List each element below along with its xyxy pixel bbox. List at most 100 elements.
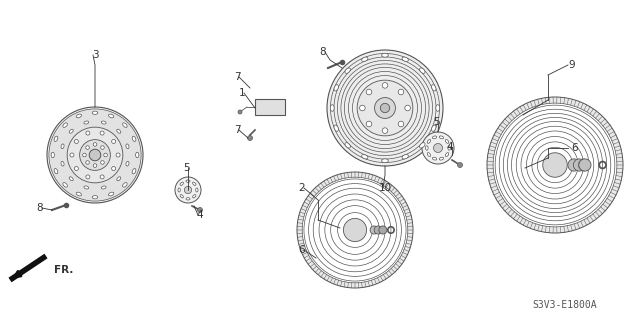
- Circle shape: [568, 159, 580, 171]
- Text: 5: 5: [434, 117, 440, 127]
- Circle shape: [327, 50, 443, 166]
- Ellipse shape: [426, 146, 428, 150]
- Circle shape: [543, 153, 567, 177]
- Ellipse shape: [345, 68, 350, 73]
- Circle shape: [111, 139, 116, 144]
- Ellipse shape: [186, 180, 190, 182]
- Ellipse shape: [92, 196, 98, 199]
- Text: 8: 8: [320, 47, 326, 57]
- Circle shape: [49, 109, 141, 201]
- Circle shape: [366, 121, 372, 127]
- Ellipse shape: [362, 57, 368, 62]
- Ellipse shape: [186, 198, 190, 200]
- Ellipse shape: [433, 157, 436, 160]
- Circle shape: [104, 153, 108, 157]
- Ellipse shape: [436, 105, 440, 111]
- Circle shape: [302, 177, 408, 283]
- Circle shape: [458, 162, 463, 167]
- Ellipse shape: [84, 121, 89, 124]
- Ellipse shape: [61, 144, 64, 149]
- Ellipse shape: [54, 136, 58, 141]
- Text: 6: 6: [572, 143, 579, 153]
- Ellipse shape: [402, 57, 408, 62]
- Circle shape: [100, 175, 104, 179]
- Circle shape: [184, 186, 191, 194]
- Circle shape: [374, 226, 382, 234]
- Text: 5: 5: [182, 163, 189, 173]
- Circle shape: [374, 98, 396, 118]
- Circle shape: [175, 177, 201, 203]
- Text: S3V3-E1800A: S3V3-E1800A: [532, 300, 597, 310]
- Ellipse shape: [420, 68, 425, 73]
- Ellipse shape: [126, 144, 129, 149]
- Circle shape: [578, 159, 589, 171]
- Circle shape: [79, 140, 110, 170]
- Ellipse shape: [193, 182, 196, 185]
- Circle shape: [116, 153, 120, 157]
- Ellipse shape: [109, 192, 114, 196]
- Circle shape: [47, 107, 143, 203]
- Text: 6: 6: [299, 245, 305, 255]
- Ellipse shape: [123, 182, 127, 187]
- Circle shape: [74, 167, 78, 171]
- Ellipse shape: [63, 123, 67, 127]
- Circle shape: [357, 80, 413, 136]
- Ellipse shape: [76, 114, 81, 118]
- Ellipse shape: [445, 153, 449, 157]
- Circle shape: [86, 131, 90, 135]
- Text: 4: 4: [447, 142, 453, 152]
- Ellipse shape: [428, 139, 431, 143]
- Circle shape: [382, 83, 388, 88]
- Text: 4: 4: [196, 210, 204, 220]
- Ellipse shape: [431, 85, 436, 91]
- Circle shape: [89, 149, 100, 161]
- Ellipse shape: [362, 155, 368, 159]
- Circle shape: [398, 89, 404, 95]
- Text: FR.: FR.: [54, 265, 74, 275]
- Ellipse shape: [123, 123, 127, 127]
- Ellipse shape: [448, 146, 451, 150]
- Text: 9: 9: [569, 60, 575, 70]
- Circle shape: [74, 139, 78, 144]
- Ellipse shape: [101, 186, 106, 189]
- Ellipse shape: [54, 168, 58, 174]
- Text: 2: 2: [299, 183, 305, 193]
- Circle shape: [238, 110, 242, 114]
- Text: 7: 7: [234, 72, 240, 82]
- Ellipse shape: [381, 159, 388, 163]
- Ellipse shape: [345, 143, 350, 148]
- Ellipse shape: [420, 143, 425, 148]
- Ellipse shape: [61, 161, 64, 166]
- Circle shape: [93, 164, 97, 167]
- Ellipse shape: [132, 136, 136, 141]
- Circle shape: [360, 105, 365, 111]
- Ellipse shape: [330, 105, 334, 111]
- Ellipse shape: [136, 152, 139, 158]
- Circle shape: [100, 146, 104, 149]
- Circle shape: [398, 121, 404, 127]
- Circle shape: [433, 144, 442, 152]
- Ellipse shape: [439, 136, 444, 139]
- Circle shape: [380, 103, 390, 113]
- Ellipse shape: [132, 168, 136, 174]
- Ellipse shape: [69, 129, 73, 133]
- Circle shape: [382, 128, 388, 133]
- Circle shape: [83, 153, 86, 157]
- Ellipse shape: [445, 139, 449, 143]
- Ellipse shape: [334, 125, 339, 131]
- Circle shape: [86, 175, 90, 179]
- Ellipse shape: [116, 129, 121, 133]
- Ellipse shape: [439, 157, 444, 160]
- Circle shape: [405, 105, 410, 111]
- Circle shape: [493, 103, 617, 227]
- Circle shape: [100, 131, 104, 135]
- Circle shape: [248, 136, 253, 140]
- Ellipse shape: [381, 53, 388, 57]
- Circle shape: [366, 89, 372, 95]
- Ellipse shape: [126, 161, 129, 166]
- Text: 1: 1: [239, 88, 245, 98]
- Ellipse shape: [193, 195, 196, 198]
- Circle shape: [379, 226, 387, 234]
- Ellipse shape: [51, 152, 54, 158]
- Ellipse shape: [63, 182, 67, 187]
